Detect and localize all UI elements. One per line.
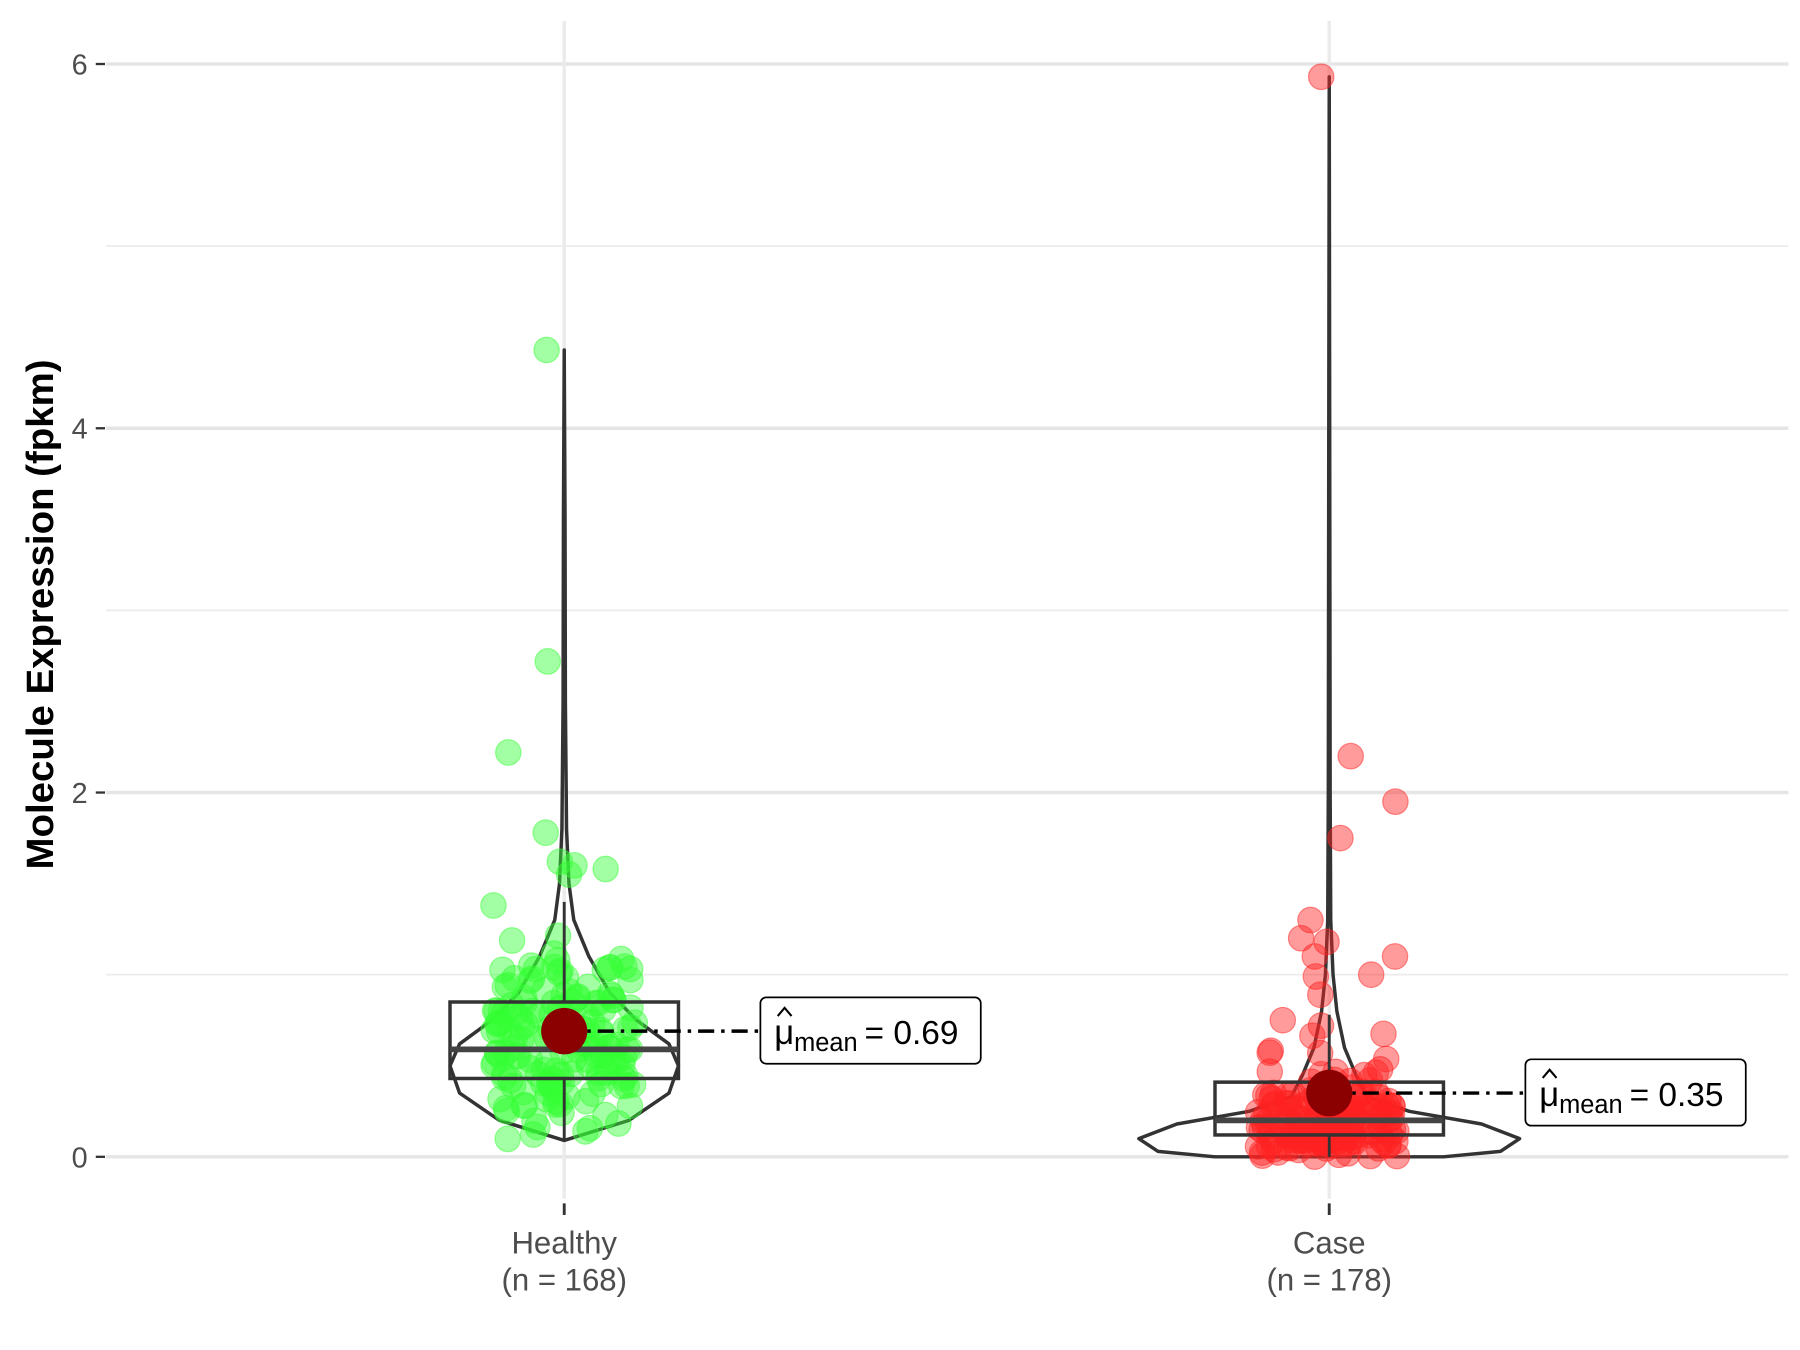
hat-icon	[776, 1006, 793, 1017]
data-point	[493, 1097, 521, 1125]
y-axis-title: Molecule Expression (fpkm)	[19, 359, 62, 869]
data-point	[1307, 1012, 1335, 1040]
data-point	[1256, 1058, 1284, 1086]
data-point	[1362, 1059, 1390, 1087]
data-point	[1297, 906, 1324, 934]
data-point	[534, 648, 561, 675]
x-tick-label: Case	[1293, 1225, 1366, 1260]
data-point	[616, 1092, 644, 1120]
box	[448, 1000, 681, 1081]
data-point	[592, 1101, 619, 1129]
data-point	[1337, 742, 1364, 770]
data-point	[1370, 1020, 1397, 1048]
data-point	[494, 971, 522, 999]
y-tick-label: 6	[72, 49, 88, 81]
data-point	[501, 1000, 529, 1027]
data-point	[511, 1091, 539, 1119]
data-point	[544, 922, 572, 950]
mean-label-value: = 0.69	[865, 1015, 959, 1052]
data-point	[1351, 1061, 1378, 1089]
axes: 0 2 4 6 Healthy(n = 168) Case(n = 178)	[72, 49, 1392, 1297]
data-point	[519, 1121, 547, 1148]
data-point	[1261, 1090, 1289, 1118]
data-point	[1372, 1045, 1400, 1073]
data-point	[485, 1009, 512, 1037]
mean-point	[1306, 1069, 1353, 1117]
data-point	[540, 940, 568, 968]
data-point	[480, 1051, 507, 1079]
data-point	[498, 927, 526, 954]
data-point	[1357, 1142, 1384, 1170]
data-point	[516, 1054, 544, 1082]
data-point	[1301, 943, 1329, 970]
data-point	[1368, 1103, 1396, 1130]
data-point	[1285, 1136, 1312, 1164]
data-point	[1302, 963, 1330, 990]
data-point	[617, 1014, 644, 1042]
data-point	[552, 964, 580, 992]
mean-symbol: μ	[774, 1014, 794, 1052]
data-point	[518, 965, 546, 993]
data-point	[1273, 1089, 1300, 1117]
data-point	[561, 852, 588, 879]
data-point	[542, 1088, 570, 1115]
mean-label-subscript: mean	[1559, 1091, 1622, 1119]
data-point	[1306, 1039, 1334, 1067]
data-point	[541, 953, 568, 981]
y-tick-label: 4	[72, 414, 88, 446]
data-point	[1327, 824, 1354, 852]
data-point	[495, 739, 522, 766]
data-point	[579, 1080, 606, 1108]
mean-point	[541, 1007, 588, 1055]
mean-label-box	[1524, 1058, 1747, 1127]
y-tick-label: 0	[72, 1142, 88, 1174]
mean-label-value: = 0.35	[1630, 1077, 1724, 1114]
data-point	[1307, 63, 1335, 91]
data-point	[533, 336, 560, 364]
data-point	[480, 892, 507, 919]
data-point	[521, 1107, 548, 1135]
data-point	[592, 855, 619, 883]
data-point	[1382, 788, 1409, 816]
data-point	[588, 1019, 615, 1047]
data-point	[547, 1061, 575, 1088]
hat-icon	[1541, 1068, 1558, 1079]
violin-healthy	[448, 348, 681, 1143]
mean-label-subscript: mean	[794, 1029, 857, 1057]
data-point	[555, 861, 583, 888]
data-point	[576, 1114, 604, 1142]
data-point	[596, 954, 623, 981]
x-tick-n-label: (n = 168)	[501, 1263, 626, 1298]
data-point	[585, 1059, 613, 1087]
data-point	[480, 1016, 507, 1044]
mean-label: μmean = 0.35	[1539, 1076, 1723, 1119]
data-point	[1256, 1039, 1283, 1067]
data-point	[1313, 928, 1340, 956]
violin-case	[1137, 75, 1522, 1159]
mean-symbol: μ	[1539, 1076, 1559, 1114]
data-point	[1381, 943, 1409, 970]
points	[480, 63, 1411, 1171]
data-point	[1357, 961, 1385, 989]
mean-label: μmean = 0.69	[774, 1014, 958, 1057]
x-tick-label: Healthy	[511, 1225, 617, 1260]
data-point	[1257, 1037, 1285, 1065]
violins	[448, 75, 1522, 1159]
data-point	[616, 955, 644, 983]
x-tick-n-label: (n = 178)	[1266, 1263, 1391, 1298]
mean-label-box	[759, 996, 982, 1065]
y-tick-label: 2	[72, 778, 88, 810]
data-point	[489, 956, 516, 984]
data-point	[494, 1125, 521, 1153]
data-point	[621, 1009, 649, 1037]
data-point	[1269, 1006, 1297, 1034]
data-point	[1307, 981, 1334, 1009]
data-point	[572, 1117, 599, 1145]
data-point	[532, 819, 559, 846]
